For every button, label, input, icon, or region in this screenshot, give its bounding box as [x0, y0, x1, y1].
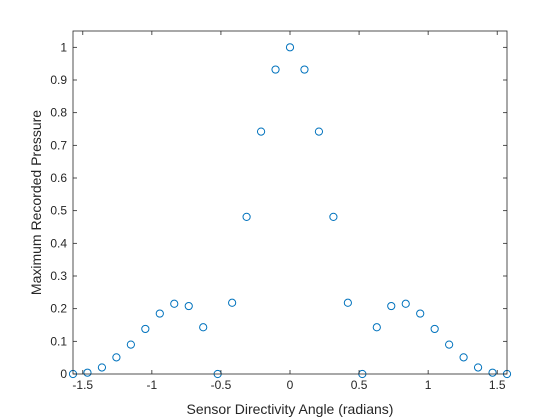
data-point [170, 299, 179, 308]
y-tick-label: 0.3 [50, 269, 67, 283]
data-point [199, 323, 208, 332]
data-point [430, 324, 439, 334]
data-point [271, 65, 280, 74]
y-axis-label: Maximum Recorded Pressure [28, 110, 44, 295]
data-point [242, 212, 251, 221]
data-point [343, 298, 352, 307]
data-point [141, 324, 150, 334]
data-point [155, 309, 164, 318]
y-tick-label: 1 [60, 40, 67, 54]
y-tick-label: 0.8 [50, 106, 67, 120]
data-point [372, 323, 381, 332]
data-point [285, 43, 295, 52]
x-axis-label: Sensor Directivity Angle (radians) [187, 401, 394, 417]
data-point [416, 309, 425, 318]
data-point [401, 299, 410, 308]
data-point [184, 301, 193, 311]
data-point [445, 340, 454, 349]
x-tick-label: 0 [287, 378, 294, 392]
data-point [314, 127, 324, 136]
data-point [97, 363, 107, 372]
y-axis-ticks: 0 0.1 0.2 0.3 0.4 0.5 0.6 0.7 0.8 0.9 1 [50, 40, 507, 381]
y-tick-label: 0.1 [50, 334, 67, 348]
y-tick-label: 0.9 [50, 73, 67, 87]
x-tick-label: -1.5 [72, 378, 93, 392]
x-tick-label: -1 [147, 378, 158, 392]
data-point [256, 127, 266, 136]
data-point [300, 65, 309, 74]
x-tick-label: 1.5 [489, 378, 506, 392]
data-point [488, 368, 497, 377]
plot-box [72, 30, 508, 375]
y-tick-label: 0.2 [50, 302, 67, 316]
y-tick-label: 0.4 [50, 236, 67, 250]
data-markers [68, 43, 512, 379]
data-point [112, 353, 121, 362]
plot-area [73, 31, 507, 374]
data-point [83, 368, 92, 377]
y-tick-label: 0 [60, 367, 67, 381]
data-point [387, 301, 396, 311]
y-tick-label: 0.7 [50, 138, 67, 152]
x-tick-label: 1 [425, 378, 432, 392]
data-point [126, 340, 135, 349]
y-tick-label: 0.5 [50, 204, 67, 218]
y-tick-label: 0.6 [50, 171, 67, 185]
data-point [473, 363, 483, 372]
x-tick-label: -0.5 [211, 378, 232, 392]
data-point [228, 298, 237, 307]
x-axis-ticks: -1.5 -1 -0.5 0 0.5 1 1.5 [72, 31, 506, 392]
data-point [459, 353, 468, 362]
data-point [329, 212, 338, 221]
x-tick-label: 0.5 [351, 378, 368, 392]
